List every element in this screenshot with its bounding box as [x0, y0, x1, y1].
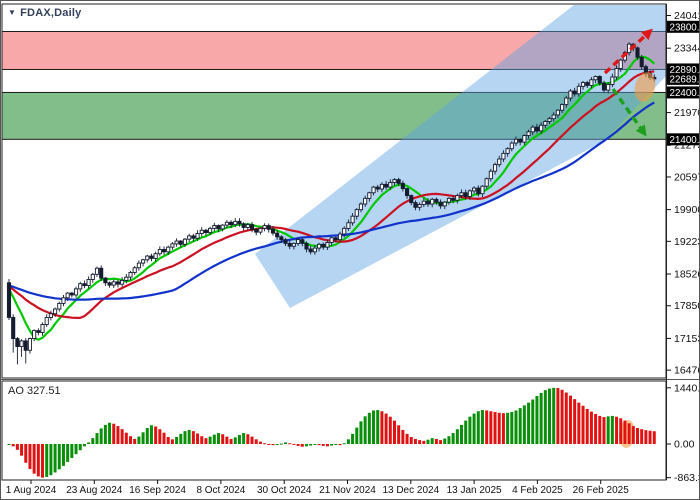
green-down-target-arrow: [611, 88, 647, 137]
red-up-target-arrow: [603, 28, 653, 75]
price-tick-label: 21970.5: [674, 107, 700, 119]
date-tick-label: 23 Aug 2024: [66, 485, 123, 496]
price-tick-label: 17153.0: [674, 333, 700, 345]
ao-value-label: AO 327.51: [8, 385, 61, 397]
symbol-title: ▼ FDAX,Daily: [8, 7, 81, 19]
ao-bars-layer: [7, 387, 656, 478]
price-level-badge-text: 22689.1: [670, 74, 700, 85]
date-tick-label: 1 Aug 2024: [6, 485, 57, 496]
price-level-badge-text: 22400.0: [670, 88, 700, 99]
price-tick-label: 24041.0: [674, 10, 700, 22]
price-tick-label: 17850.0: [674, 300, 700, 312]
price-axis[interactable]: 24041.023344.021970.521273.520597.019900…: [666, 10, 700, 484]
ma-fast-line: [8, 55, 656, 341]
date-tick-label: 26 Feb 2025: [573, 485, 630, 496]
price-tick-label: 23344.0: [674, 43, 700, 55]
date-tick-label: 21 Nov 2024: [319, 485, 376, 496]
price-level-badge-text: 23800.0: [670, 22, 700, 33]
ma-slow-line: [8, 101, 655, 301]
price-highlight-ellipse: [634, 72, 656, 102]
date-tick-label: 16 Sep 2024: [129, 485, 186, 496]
ao-tick-label: 0.00: [674, 439, 695, 451]
price-tick-label: 19223.5: [674, 236, 700, 248]
price-level-badge: [667, 86, 699, 99]
price-tick-label: 16476.5: [674, 365, 700, 377]
price-tick-label: 18526.5: [674, 269, 700, 281]
dropdown-triangle-icon: ▼: [8, 8, 17, 17]
price-level-badge-text: 21400.0: [670, 135, 700, 146]
date-tick-label: 4 Feb 2025: [512, 485, 563, 496]
date-tick-label: 30 Oct 2024: [257, 485, 312, 496]
price-level-badge: [667, 72, 699, 85]
date-tick-label: 8 Oct 2024: [196, 485, 245, 496]
resistance-zone: [2, 30, 666, 70]
price-level-badge: [667, 63, 699, 76]
ao-highlight-ellipse: [618, 420, 636, 448]
price-tick-label: 20597.0: [674, 171, 700, 183]
ao-tick-label: -863.37: [674, 472, 700, 484]
time-axis[interactable]: 1 Aug 2024 23 Aug 2024 16 Sep 2024 8 Oct 20…: [6, 480, 630, 496]
price-level-badge: [667, 20, 699, 33]
symbol-title-text: FDAX,Daily: [20, 7, 82, 19]
price-tick-label: 19900.0: [674, 204, 700, 216]
date-tick-label: 13 Jan 2025: [447, 485, 502, 496]
price-level-badge: [667, 133, 699, 146]
ao-tick-label: 1440.9: [674, 382, 700, 394]
date-tick-label: 13 Dec 2024: [382, 485, 439, 496]
price-level-badge-text: 22890.0: [670, 65, 700, 76]
